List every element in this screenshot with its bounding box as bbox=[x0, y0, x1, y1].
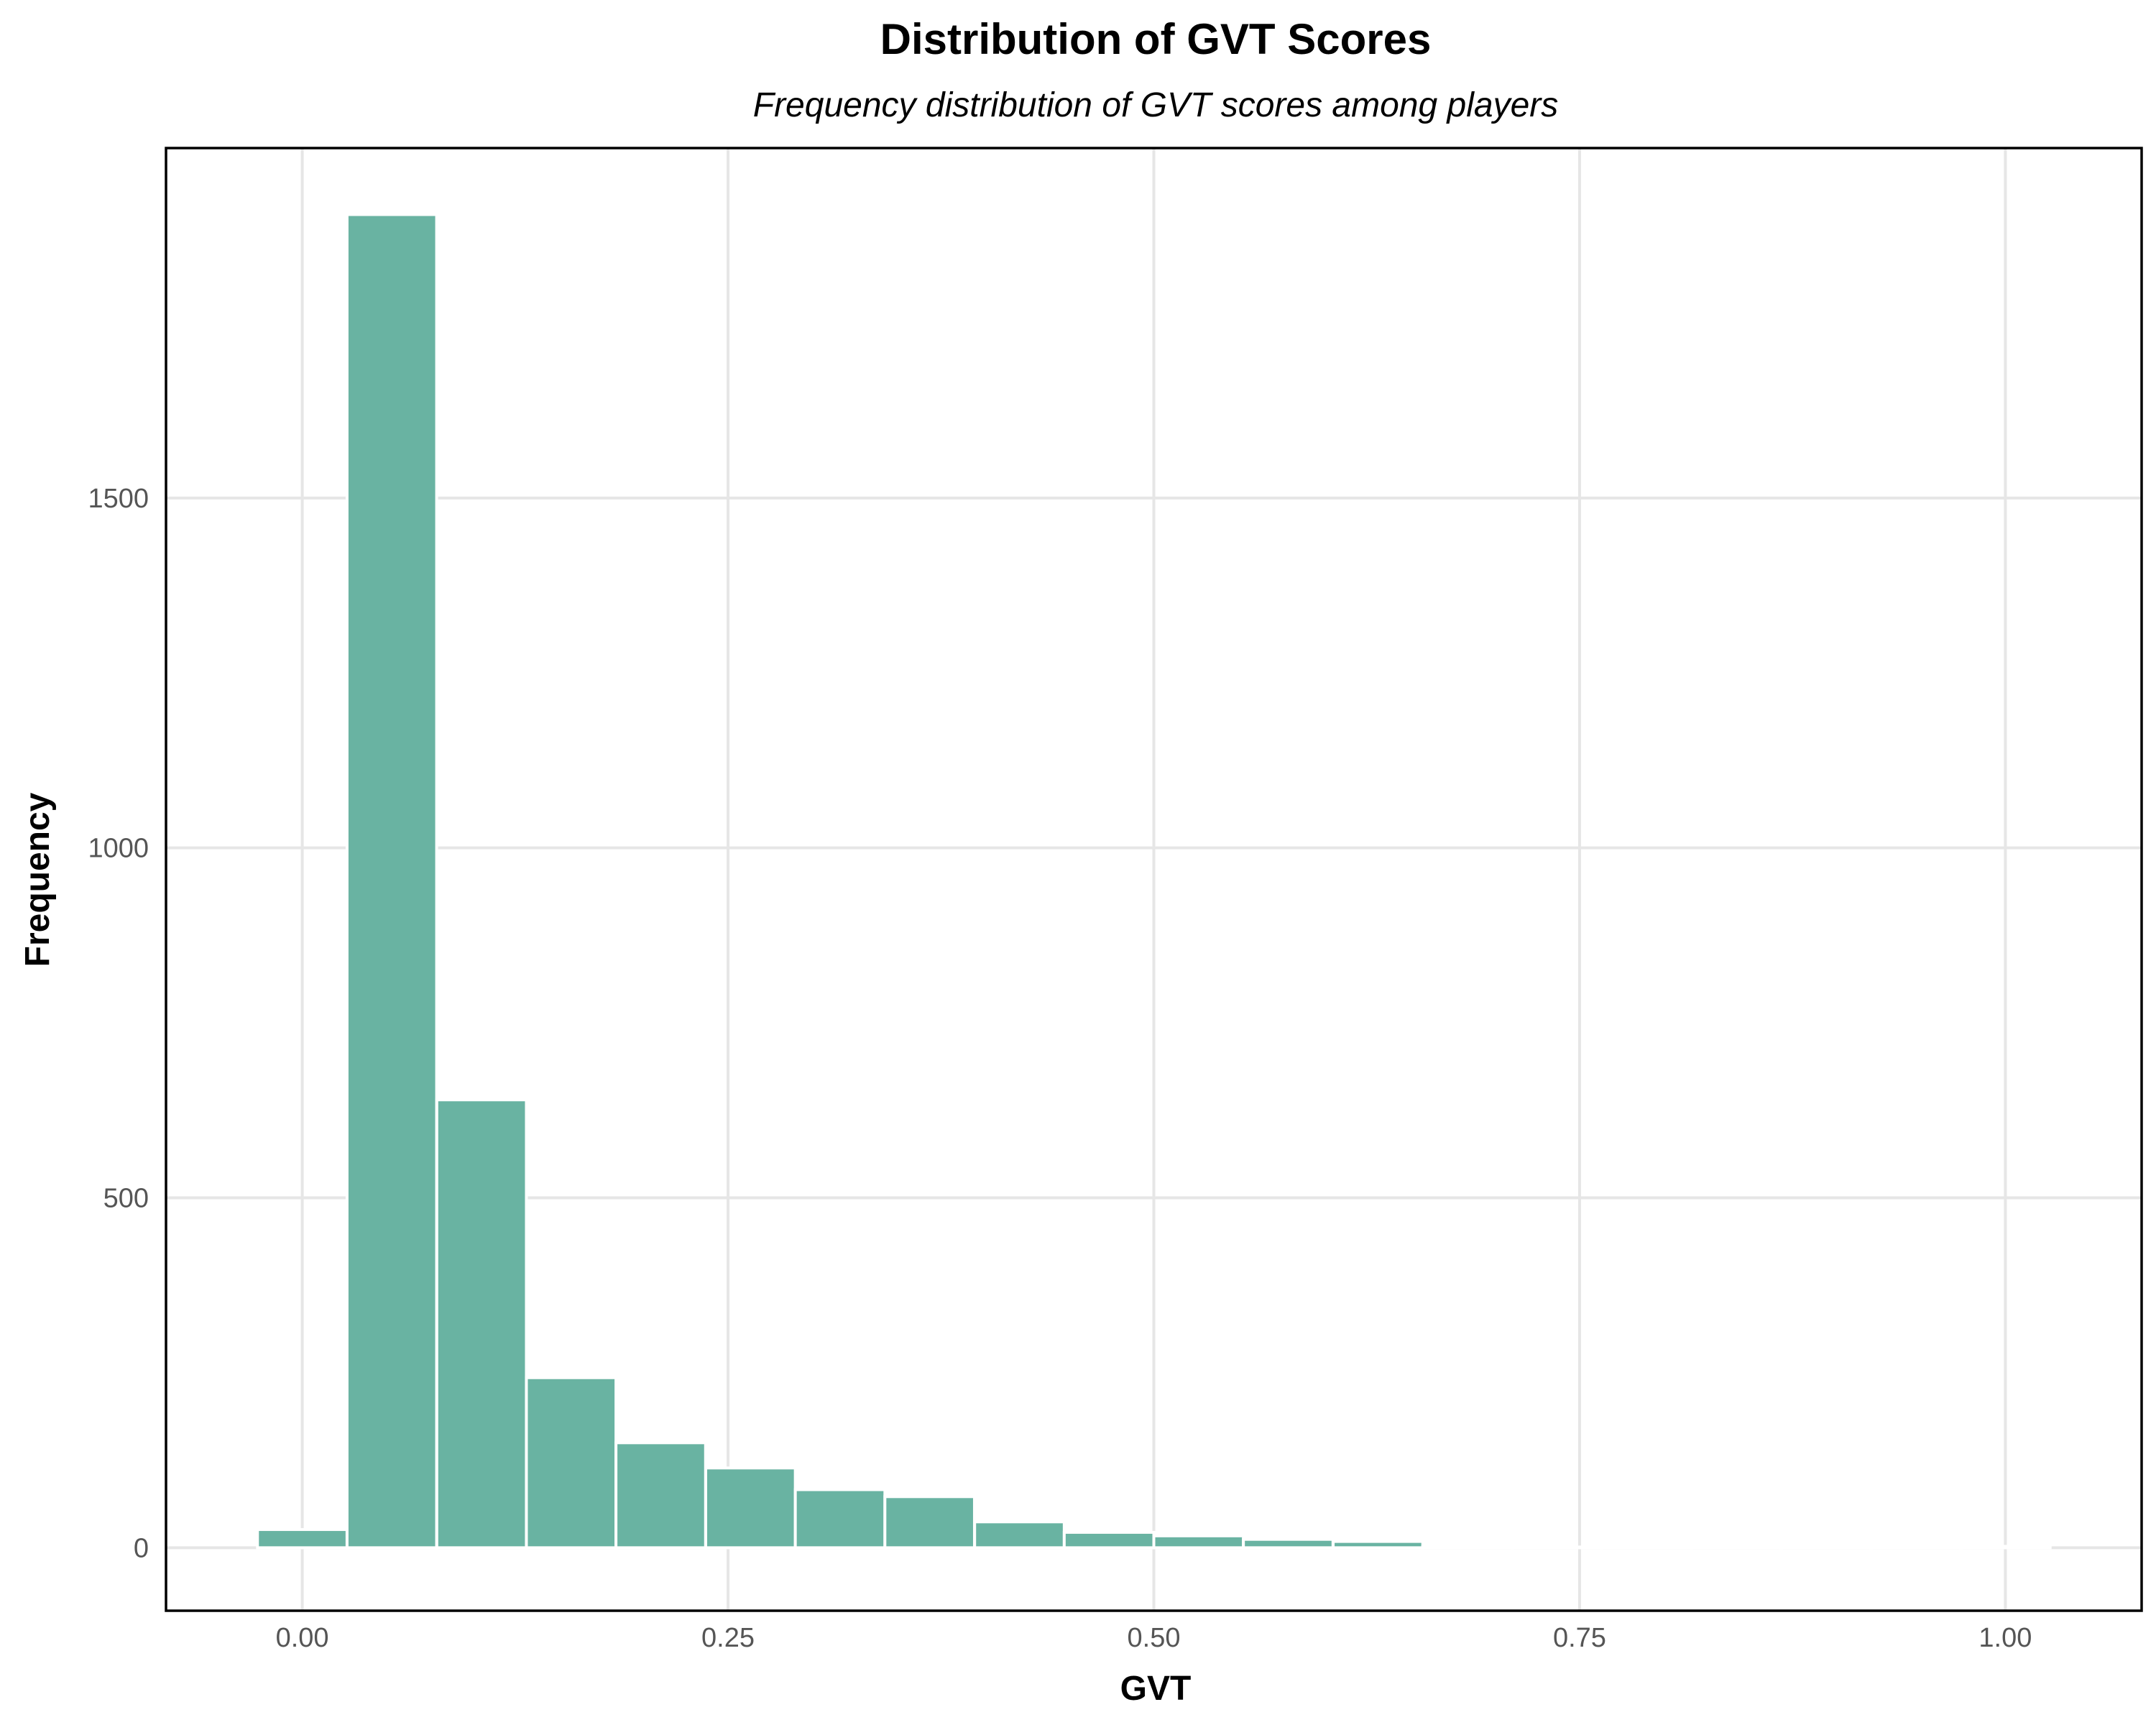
histogram-bar bbox=[1959, 1545, 2052, 1550]
histogram-bar bbox=[525, 1376, 618, 1550]
histogram-bar bbox=[435, 1098, 528, 1550]
chart-subtitle: Frequency distribution of GVT scores amo… bbox=[753, 86, 1559, 124]
histogram-bar bbox=[793, 1488, 887, 1550]
histogram-bar bbox=[1690, 1545, 1783, 1550]
histogram-bars bbox=[256, 213, 2052, 1550]
axis-ticks: 0 500 1000 1500 0.00 0.25 0.50 0.75 1.00 bbox=[88, 484, 2032, 1653]
y-axis-title: Frequency bbox=[19, 792, 57, 967]
histogram-bar bbox=[256, 1528, 349, 1550]
histogram-bar bbox=[1332, 1540, 1424, 1550]
x-tick-label: 0.50 bbox=[1128, 1623, 1181, 1653]
chart-title: Distribution of GVT Scores bbox=[880, 15, 1432, 63]
histogram-bar bbox=[345, 213, 438, 1550]
y-tick-label: 1000 bbox=[88, 834, 149, 864]
y-tick-label: 500 bbox=[103, 1184, 149, 1214]
y-tick-label: 0 bbox=[134, 1533, 149, 1563]
histogram-bar bbox=[1421, 1545, 1514, 1550]
y-tick-label: 1500 bbox=[88, 484, 149, 514]
histogram-bar bbox=[1062, 1530, 1156, 1550]
x-tick-label: 0.00 bbox=[276, 1623, 329, 1653]
x-tick-label: 0.75 bbox=[1553, 1623, 1606, 1653]
histogram-bar bbox=[1152, 1534, 1245, 1550]
histogram-bar bbox=[614, 1441, 707, 1550]
histogram-bar bbox=[1242, 1537, 1335, 1550]
plot-panel-border bbox=[165, 147, 2143, 1612]
x-axis-title: GVT bbox=[1120, 1670, 1192, 1708]
x-tick-label: 0.25 bbox=[701, 1623, 755, 1653]
x-tick-label: 1.00 bbox=[1978, 1623, 2032, 1653]
histogram-bar bbox=[883, 1495, 976, 1550]
histogram-bar bbox=[973, 1520, 1066, 1550]
histogram-bar bbox=[704, 1466, 797, 1550]
